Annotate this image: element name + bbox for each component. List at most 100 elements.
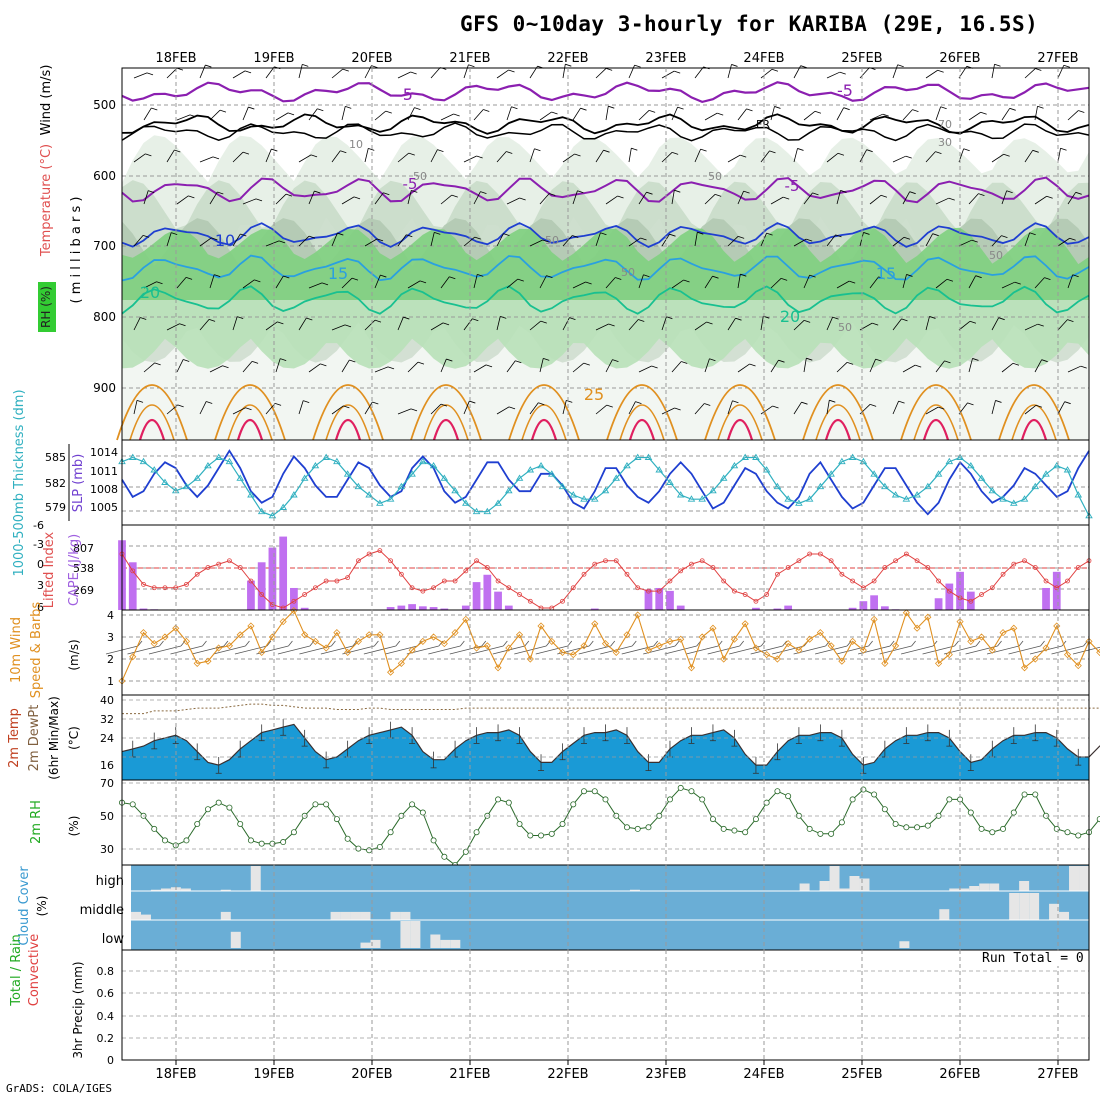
wind10m-barb-flag	[524, 640, 530, 647]
wind-barb-flag	[704, 403, 711, 406]
wind-barb	[902, 109, 913, 121]
thickness-point	[784, 495, 792, 502]
wind-speed-point	[279, 618, 287, 626]
rh-point	[409, 801, 416, 808]
thickness-point	[687, 495, 696, 502]
wind-barb	[737, 190, 744, 205]
li-point	[345, 575, 351, 581]
rh-point	[194, 821, 201, 828]
wind-barb	[539, 193, 550, 205]
wind-barb	[166, 149, 175, 163]
li-point	[334, 578, 340, 584]
wind-barb	[892, 236, 905, 247]
wind-barb	[473, 191, 481, 205]
wind-barb-flag	[1044, 277, 1051, 281]
wind-barb-flag	[217, 191, 224, 195]
wind-barb-flag	[251, 360, 259, 364]
rh-point	[387, 829, 394, 836]
slp-tick-label: 1008	[90, 483, 118, 496]
isotherm-25-loop	[998, 384, 1070, 441]
wind-barb	[661, 233, 670, 247]
wind-speed-point	[139, 629, 148, 637]
rh-point	[742, 829, 749, 836]
wind-barb-flag	[345, 106, 352, 109]
wind-barb	[341, 196, 355, 205]
wind-barb	[496, 69, 509, 79]
rh-point	[323, 801, 330, 808]
label-2m-dewpt: 2m DewPt	[27, 705, 42, 772]
wind-barb	[374, 110, 387, 121]
cape-bar	[934, 598, 943, 610]
rh-legend-swatch	[38, 282, 56, 332]
wind-barb-flag	[837, 152, 845, 156]
wind-barb-flag	[1032, 149, 1039, 153]
wind-speed-point	[440, 640, 448, 648]
li-point	[527, 598, 533, 604]
cloud-bar-high	[969, 886, 980, 891]
rh-point	[505, 799, 512, 806]
thickness-point	[193, 474, 202, 481]
wind-barb	[374, 274, 381, 289]
wind-barb-flag	[543, 358, 550, 361]
wind-barb-flag	[136, 399, 144, 403]
thickness-point	[838, 457, 846, 465]
wind-barb	[265, 66, 275, 79]
wind-barb-flag	[995, 400, 1002, 403]
wind-barb	[473, 274, 478, 289]
wind-barb	[859, 149, 868, 163]
wind-barb	[506, 278, 519, 289]
wind-barb-flag	[368, 148, 375, 151]
cape-bar	[666, 590, 674, 610]
rh-point	[376, 843, 383, 850]
contour-label: 10	[349, 138, 363, 151]
bottom-date-label: 26FEB	[939, 1067, 980, 1082]
wind10m-barb-flag	[889, 640, 895, 647]
cloud-bar-middle	[1009, 893, 1020, 920]
precip-tick-label: 0.8	[97, 965, 115, 978]
wind-barb-flag	[353, 196, 361, 200]
wind-barb	[176, 277, 187, 289]
wind-speed-point	[859, 646, 867, 654]
cape-bar	[644, 589, 653, 610]
wind-barb-flag	[248, 106, 255, 110]
thickness-point	[1042, 470, 1050, 477]
wind-barb-flag	[549, 193, 556, 196]
wind-barb-flag	[1060, 147, 1067, 151]
wind-barb-flag	[669, 233, 676, 237]
wind-barb-flag	[903, 236, 911, 240]
wind-barb	[704, 358, 710, 373]
wind-barb	[143, 362, 155, 373]
thickness-point	[547, 470, 556, 477]
li-point	[420, 588, 426, 594]
thickness-tick-label: 582	[45, 477, 66, 490]
li-point	[936, 578, 941, 584]
wind-barb	[331, 232, 338, 247]
thickness-point	[881, 482, 889, 490]
wind-barb-flag	[274, 402, 282, 406]
thickness-point	[558, 482, 567, 490]
li-point	[355, 558, 361, 564]
wind-barb-flag	[683, 279, 690, 283]
isotherm-25-loop	[704, 384, 776, 441]
wind-barb-flag	[151, 107, 158, 111]
wind-barb	[803, 274, 810, 289]
rh-point	[129, 801, 136, 808]
thickness-point	[709, 486, 717, 494]
wind-speed-point	[430, 633, 438, 641]
rh-tick-label: 50	[100, 810, 114, 823]
wind-speed-point	[129, 653, 137, 661]
wind-barb	[694, 403, 705, 415]
thickness-point	[225, 457, 234, 465]
wind-barb-flag	[1003, 153, 1010, 157]
li-point	[216, 561, 222, 567]
wind-barb-flag	[585, 281, 592, 285]
wind-barb	[704, 194, 716, 205]
wind-barb-flag	[387, 366, 395, 370]
rh-point	[623, 824, 630, 831]
wind-barb-flag	[840, 190, 847, 193]
pressure-tick-label: 700	[93, 239, 116, 253]
wind-barb	[133, 153, 146, 163]
wind10m-barb	[815, 645, 848, 655]
wind-barb	[760, 68, 773, 79]
thickness-point	[376, 499, 384, 506]
